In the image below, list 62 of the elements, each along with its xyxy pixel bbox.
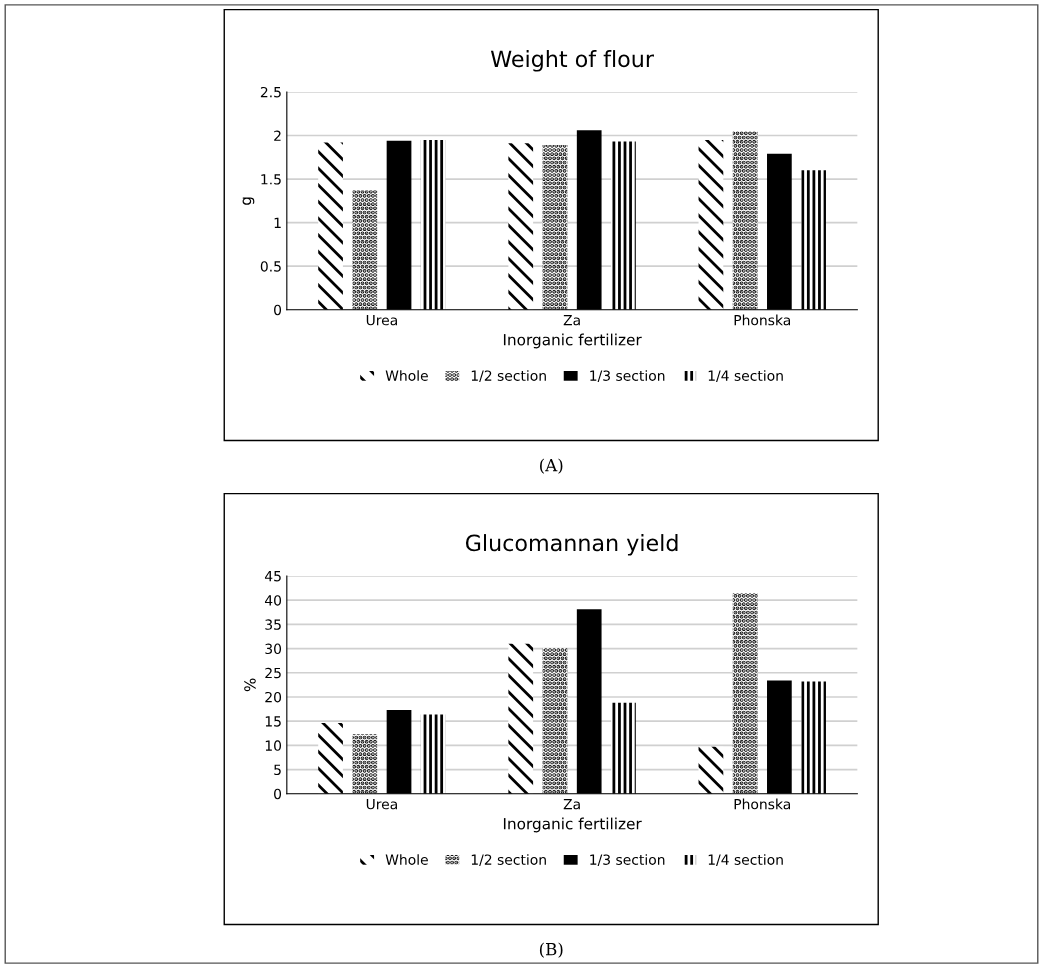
x-tick-label: Urea xyxy=(366,315,397,326)
x-tick-label: Za xyxy=(563,315,580,326)
bar xyxy=(318,142,343,310)
x-tick-label: Za xyxy=(563,799,580,810)
x-tick-label: Phonska xyxy=(734,314,791,326)
bar xyxy=(352,190,378,310)
y-tick-label: 0 xyxy=(274,788,282,800)
y-tick-label: 2 xyxy=(274,130,281,141)
y-tick-label: 0.5 xyxy=(260,261,281,272)
bar xyxy=(386,140,412,310)
legend-label: 1/3 section xyxy=(590,854,665,867)
bar xyxy=(767,153,792,310)
legend-label: Whole xyxy=(385,370,428,381)
bar xyxy=(767,680,792,794)
y-tick-label: 45 xyxy=(264,571,281,582)
bar xyxy=(801,681,826,794)
bar xyxy=(698,139,724,310)
y-tick-label: 30 xyxy=(265,643,282,655)
y-tick-label: 10 xyxy=(265,740,282,751)
bar xyxy=(420,714,446,794)
y-tick-label: 35 xyxy=(265,619,281,630)
bar xyxy=(318,723,343,794)
legend-label: 1/4 section xyxy=(708,370,783,383)
y-tick-label: 25 xyxy=(265,667,281,679)
bar xyxy=(508,643,534,794)
bar xyxy=(576,130,602,310)
bar xyxy=(508,143,534,310)
x-tick-label: Phonska xyxy=(734,798,791,810)
y-axis-title: % xyxy=(244,678,256,692)
legend-label: 1/3 section xyxy=(590,370,665,383)
text: (B) xyxy=(539,942,563,958)
bar xyxy=(611,141,636,310)
bar xyxy=(732,131,758,310)
y-tick-label: 40 xyxy=(264,595,282,606)
bar xyxy=(542,145,568,310)
text: (A) xyxy=(540,458,563,474)
y-tick-label: 1 xyxy=(274,217,281,228)
y-tick-label: 0 xyxy=(274,304,282,316)
legend-label: Whole xyxy=(385,854,428,865)
y-tick-label: 2.5 xyxy=(260,86,281,98)
chart-title: Weight of flour xyxy=(490,50,654,72)
bar xyxy=(611,702,636,794)
legend-label: 1/4 section xyxy=(708,854,783,867)
y-tick-label: 1.5 xyxy=(261,174,281,185)
bar xyxy=(386,710,412,794)
legend-label: 1/2 section xyxy=(471,854,546,867)
legend-label: 1/2 section xyxy=(471,370,546,383)
bar xyxy=(698,746,724,794)
x-axis-title: Inorganic fertilizer xyxy=(503,333,642,349)
bar xyxy=(801,170,826,310)
y-tick-label: 5 xyxy=(274,764,281,776)
chart-title: Glucomannan yield xyxy=(465,534,678,556)
x-axis-title: Inorganic fertilizer xyxy=(503,817,642,833)
bar xyxy=(542,648,568,794)
bar xyxy=(576,609,602,794)
bar xyxy=(352,734,378,794)
y-tick-label: 15 xyxy=(265,716,281,727)
bar xyxy=(732,592,758,794)
x-tick-label: Urea xyxy=(366,799,397,810)
bar xyxy=(420,139,446,310)
y-tick-label: 20 xyxy=(265,691,282,703)
y-axis-title: g xyxy=(242,197,255,205)
